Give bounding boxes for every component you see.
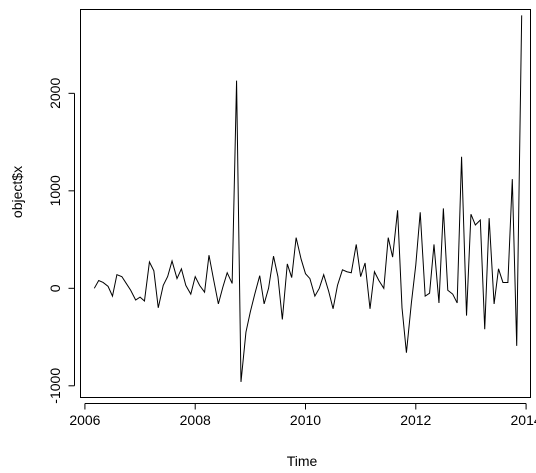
y-tick-label: 0 [47,284,63,292]
plot-area [80,9,531,398]
y-tick-label: 2000 [47,78,63,109]
y-tick-label: 1000 [47,175,63,206]
y-axis-title: object$x [9,166,25,218]
x-tick-label: 2006 [69,412,100,428]
x-tick-label: 2012 [400,412,431,428]
y-axis: -1000 0 1000 2000 [47,78,75,404]
x-axis-title: Time [287,453,318,469]
x-axis: 2006 2008 2010 2012 2014 [69,403,536,428]
x-tick-label: 2008 [180,412,211,428]
y-tick-label: -1000 [47,368,63,404]
series-line [93,15,523,382]
plot-frame [80,9,531,398]
x-tick-label: 2010 [290,412,321,428]
x-tick-label: 2014 [511,412,536,428]
